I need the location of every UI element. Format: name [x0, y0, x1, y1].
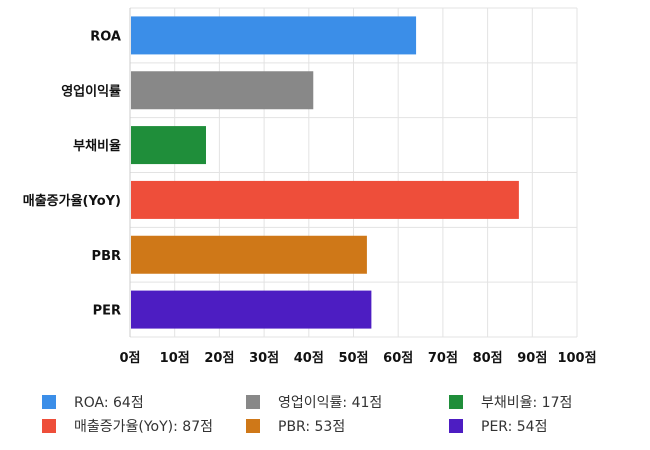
legend-swatch — [246, 419, 260, 433]
bar — [131, 126, 206, 165]
bar-chart: 0점 10점 20점 30점 40점 50점 60점 70점 80점 90점 100점 ROA 영업이익… — [23, 7, 597, 366]
legend-swatch — [449, 419, 463, 433]
x-tick-label: 100점 — [557, 351, 596, 366]
y-tick-label: 영업이익률 — [61, 83, 121, 99]
legend-swatch — [42, 419, 56, 433]
legend-item: 매출증가율(YoY): 87점 — [42, 416, 213, 436]
legend-item: PBR: 53점 — [246, 416, 345, 436]
legend-label: PER: 54점 — [481, 419, 548, 435]
legend-item: PER: 54점 — [449, 416, 547, 436]
y-tick-label: PBR — [92, 249, 121, 264]
x-tick-label: 80점 — [473, 351, 503, 366]
bar — [131, 16, 417, 55]
x-tick-label: 30점 — [249, 351, 279, 366]
legend-label: 영업이익률: 41점 — [278, 395, 383, 411]
x-tick-label: 50점 — [338, 351, 368, 366]
legend-item: 영업이익률: 41점 — [246, 392, 382, 412]
y-tick-label: ROA — [90, 29, 121, 44]
legend-label: PBR: 53점 — [278, 419, 346, 435]
x-tick-label: 0점 — [119, 351, 140, 366]
legend-label: 매출증가율(YoY): 87점 — [74, 419, 213, 435]
legend-swatch — [42, 395, 56, 409]
x-tick-label: 60점 — [383, 351, 413, 366]
bar — [131, 71, 314, 110]
x-tick-label: 90점 — [517, 351, 547, 366]
legend-swatch — [246, 395, 260, 409]
x-tick-label: 10점 — [160, 351, 190, 366]
bar — [131, 180, 519, 219]
bar — [131, 235, 367, 274]
x-tick-label: 70점 — [428, 351, 458, 366]
legend-item: ROA: 64점 — [42, 392, 144, 412]
bar — [131, 290, 372, 329]
y-tick-label: 부채비율 — [73, 138, 121, 154]
legend-label: ROA: 64점 — [74, 395, 144, 411]
y-tick-label: PER — [93, 304, 121, 319]
legend-item: 부채비율: 17점 — [449, 392, 572, 412]
legend-label: 부채비율: 17점 — [481, 395, 573, 411]
y-tick-label: 매출증가율(YoY) — [23, 193, 121, 209]
x-tick-label: 40점 — [294, 351, 324, 366]
legend-swatch — [449, 395, 463, 409]
x-tick-label: 20점 — [204, 351, 234, 366]
